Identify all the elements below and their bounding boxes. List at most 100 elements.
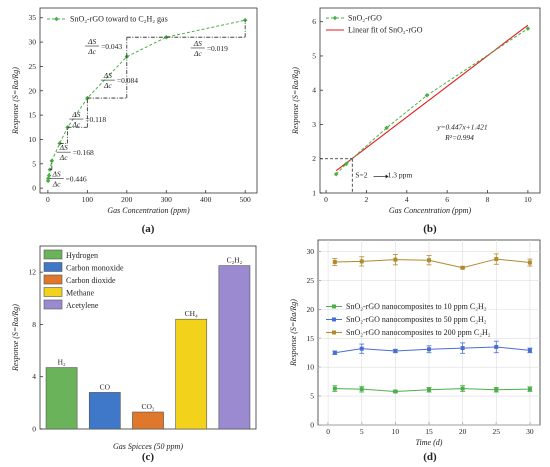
- slope-value: =0.118: [85, 115, 106, 124]
- y-tick-label: 4: [32, 372, 36, 381]
- limit-label-s: S=2: [355, 171, 367, 180]
- legend-swatch: [43, 299, 63, 310]
- series-2: [332, 340, 533, 355]
- slope-den: Δc: [103, 81, 112, 90]
- legend-label: SnO₂-rGO nanocomposites to 50 ppm C₂H₂: [346, 315, 487, 324]
- legend-swatch: [43, 249, 63, 260]
- slope-den: Δc: [71, 120, 80, 129]
- legend-swatch: [43, 274, 63, 285]
- series-3: [332, 253, 533, 270]
- x-tick-label: 0: [326, 427, 330, 436]
- panel-d: 0 5 10 15 20 25 30 0 5 10 15 20 25 30 Time (d) Response…: [289, 239, 541, 447]
- legend-swatch-marker: [332, 317, 336, 322]
- x-tick-label: 200: [121, 195, 133, 204]
- x-tick-label: 6: [445, 195, 449, 204]
- legend-label: Carbon monoxide: [66, 264, 124, 273]
- x-tick-label: 4: [405, 195, 409, 204]
- bar: [132, 411, 164, 430]
- legend-label: SnO₂-rGO toward to C₂H₂ gas: [70, 15, 168, 24]
- fit-r2: R²=0.994: [444, 133, 474, 142]
- slope-value: =0.168: [73, 148, 94, 157]
- legend-label: SnO₂-rGO nanocomposites to 200 ppm C₂H₂: [346, 328, 491, 337]
- legend-label: Acetylene: [66, 301, 99, 310]
- legend-label: SnO₂-rGO nanocomposites to 10 ppm C₂H₂: [346, 302, 487, 311]
- bar: [45, 367, 78, 430]
- data-point: [527, 260, 532, 265]
- data-point: [427, 258, 431, 263]
- y-axis-label: Response (S=Ra/Rg): [289, 299, 298, 367]
- data-point: [460, 346, 465, 351]
- x-axis-label: Gas Spicces (50 ppm): [113, 442, 183, 451]
- data-point: [460, 265, 465, 270]
- x-tick-label: 0: [46, 195, 50, 204]
- y-tick-label: 30: [307, 247, 315, 256]
- bar: [88, 392, 121, 430]
- bar-label: C₂H₂: [227, 256, 243, 265]
- y-tick-label: 15: [307, 334, 315, 343]
- legend-label: Methane: [66, 289, 94, 298]
- y-tick-label: 2: [312, 154, 316, 163]
- y-tick-label: 5: [310, 392, 314, 401]
- y-tick-label: 25: [29, 62, 37, 71]
- panel-label-a: (a): [142, 223, 155, 235]
- bar-label: H₂: [58, 358, 66, 367]
- panel-label-c: (c): [142, 451, 155, 463]
- legend-swatch: [43, 262, 63, 272]
- y-tick-label: 20: [29, 86, 37, 95]
- data-point: [424, 93, 430, 98]
- bar: [175, 318, 208, 430]
- legend: SnO₂-rGO nanocomposites to 10 ppm C₂H₂ Sn…: [326, 302, 491, 337]
- slope-den: Δc: [87, 47, 96, 56]
- data-point: [494, 344, 499, 349]
- limit-label-conc: 1.3 ppm: [388, 171, 413, 180]
- x-tick-label: 30: [526, 427, 534, 436]
- y-tick-label: 8: [32, 320, 36, 329]
- legend-swatch-marker: [54, 16, 59, 22]
- y-axis-label: Response (S=Ra/Rg): [11, 304, 20, 372]
- plot-frame: [39, 7, 258, 194]
- panel-label-d: (d): [423, 451, 437, 463]
- x-tick-label: 8: [486, 195, 490, 204]
- y-tick-label: 15: [29, 111, 37, 120]
- slope-den: Δc: [193, 49, 202, 58]
- bar-label: CH₄: [185, 309, 198, 318]
- series-1: [332, 385, 533, 394]
- y-tick-label: 30: [29, 38, 37, 47]
- series-line: [334, 258, 530, 269]
- x-tick-label: 15: [425, 427, 433, 436]
- x-axis-label: Gas Concentration (ppm): [107, 206, 190, 215]
- data-point: [332, 386, 337, 391]
- data-point: [393, 349, 398, 353]
- slope-num: ΔS: [71, 110, 80, 119]
- legend-swatch-marker: [332, 15, 338, 21]
- data-point: [333, 171, 339, 177]
- slope-value: =0.043: [101, 42, 122, 51]
- data-point: [343, 161, 349, 167]
- y-tick-label: 4: [312, 86, 316, 95]
- panel-label-b: (b): [423, 223, 437, 235]
- data-point: [359, 259, 364, 264]
- panel-c: 0 4 8 12 Gas Spicces (50 ppm) Response (S=Ra/…: [11, 245, 257, 451]
- data-point: [527, 348, 532, 353]
- legend: Hydrogen Carbon monoxide Carbon dioxide Met…: [43, 249, 124, 310]
- data-point: [45, 176, 51, 181]
- x-tick-label: 10: [392, 427, 400, 436]
- bar: [218, 265, 251, 430]
- plot-frame: [319, 7, 541, 194]
- data-point: [384, 125, 389, 131]
- legend-swatch-marker: [332, 304, 336, 309]
- limit-arrow-head: [385, 174, 389, 179]
- legend: SnO₂-rGO Linear fit of SnO₂-rGO: [326, 14, 423, 35]
- y-tick-label: 0: [32, 184, 36, 193]
- y-axis-label: Response (S=Ra/Rg): [291, 67, 300, 135]
- data-point: [525, 26, 531, 31]
- data-point: [427, 387, 431, 392]
- legend-label: Hydrogen: [66, 251, 98, 260]
- fit-line: [335, 24, 529, 172]
- data-point: [242, 17, 248, 23]
- slope-value: =0.446: [66, 174, 87, 183]
